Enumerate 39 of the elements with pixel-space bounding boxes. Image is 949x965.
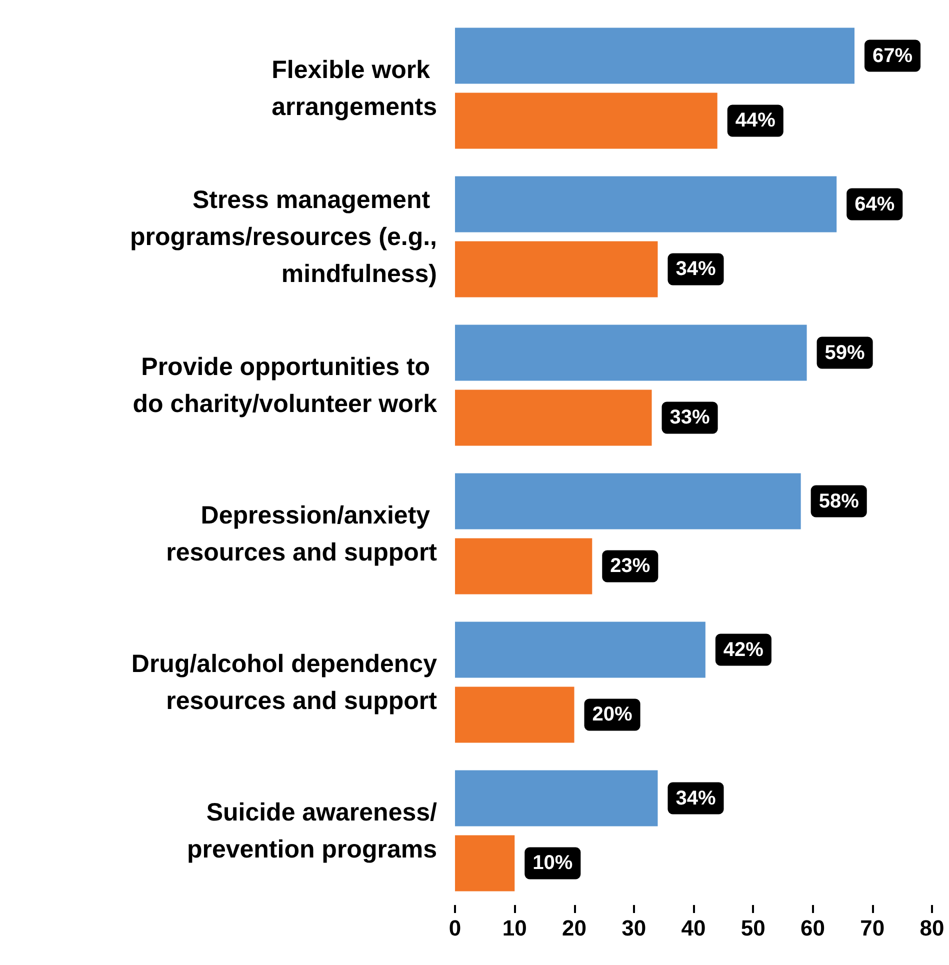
bar: [455, 92, 718, 149]
x-tick-label: 20: [562, 916, 586, 940]
x-tick-label: 50: [740, 916, 766, 940]
y-tick-label: Flexible work arrangements: [272, 56, 437, 121]
x-tick-label: 10: [502, 916, 527, 940]
bar: [455, 241, 658, 298]
x-tick-label: 80: [920, 916, 944, 940]
bar: [455, 390, 652, 446]
y-tick-label: Provide opportunities to do charity/volunteer work: [132, 352, 438, 418]
data-label: 58%: [818, 490, 860, 512]
x-tick-label: 70: [860, 916, 885, 940]
bar: [455, 324, 807, 381]
data-label: 34%: [676, 787, 716, 810]
x-tick-label: 30: [622, 916, 646, 940]
bar: [455, 770, 658, 826]
bar: [455, 686, 574, 743]
data-label: 59%: [824, 342, 866, 364]
bar: [455, 28, 854, 84]
bar: [455, 176, 837, 232]
data-label: 33%: [670, 406, 710, 429]
x-tick-label: 0: [448, 916, 462, 940]
bar: [455, 473, 801, 530]
data-label: 20%: [592, 704, 632, 726]
x-tick-label: 40: [681, 916, 706, 940]
bar: [455, 835, 515, 892]
y-tick-label: Suicide awareness/prevention programs: [186, 798, 438, 864]
x-tick-label: 60: [800, 916, 825, 940]
bar: [455, 538, 592, 594]
data-label: 23%: [610, 555, 650, 578]
y-tick-label: Depression/anxiety resources and support: [166, 501, 438, 566]
data-label: 67%: [872, 44, 913, 67]
data-label: 10%: [532, 852, 573, 874]
y-tick-label: Drug/alcohol dependency resources and support: [131, 650, 438, 715]
y-tick-label: Stress management programs/resources (e.g., mindfulness): [130, 186, 437, 288]
bar: [455, 622, 706, 678]
data-label: 42%: [723, 638, 764, 661]
data-label: 64%: [854, 193, 895, 216]
data-label: 34%: [676, 258, 716, 280]
data-label: 44%: [735, 110, 776, 132]
